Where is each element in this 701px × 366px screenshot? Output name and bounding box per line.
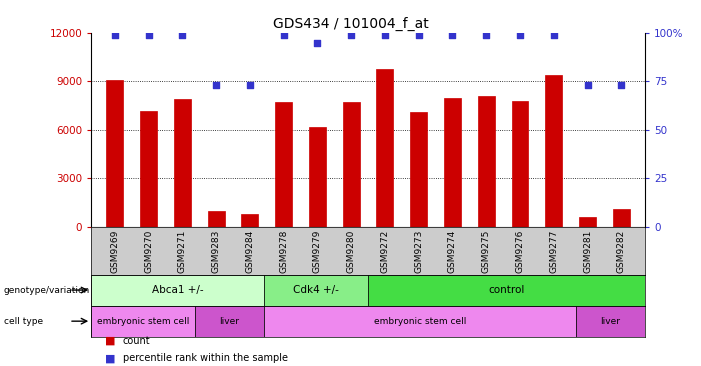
Point — [548, 32, 559, 38]
Point — [615, 82, 627, 88]
Text: GSM9282: GSM9282 — [617, 229, 626, 273]
Text: GSM9275: GSM9275 — [482, 229, 491, 273]
Text: GSM9284: GSM9284 — [245, 229, 254, 273]
Point — [278, 32, 290, 38]
Text: GSM9272: GSM9272 — [381, 229, 390, 273]
Bar — [368, 274, 645, 306]
Point — [244, 82, 255, 88]
Text: GSM9279: GSM9279 — [313, 229, 322, 273]
Point — [413, 32, 424, 38]
Text: GSM9283: GSM9283 — [212, 229, 221, 273]
Text: count: count — [123, 336, 150, 346]
Text: GSM9281: GSM9281 — [583, 229, 592, 273]
Text: liver: liver — [600, 317, 620, 326]
Bar — [309, 127, 326, 227]
Text: liver: liver — [219, 317, 240, 326]
Bar — [140, 111, 157, 227]
Point — [447, 32, 458, 38]
Text: genotype/variation: genotype/variation — [4, 285, 90, 295]
Bar — [241, 214, 258, 227]
Text: embryonic stem cell: embryonic stem cell — [97, 317, 189, 326]
Text: GDS434 / 101004_f_at: GDS434 / 101004_f_at — [273, 16, 428, 31]
Point — [515, 32, 526, 38]
Text: GSM9271: GSM9271 — [178, 229, 186, 273]
Text: Cdk4 +/-: Cdk4 +/- — [293, 285, 339, 295]
Text: GSM9269: GSM9269 — [110, 229, 119, 273]
Bar — [512, 101, 529, 227]
Bar — [343, 102, 360, 227]
Point — [109, 32, 121, 38]
Text: GSM9270: GSM9270 — [144, 229, 153, 273]
Bar — [264, 306, 576, 337]
Bar — [410, 112, 427, 227]
Text: GSM9277: GSM9277 — [550, 229, 558, 273]
Bar — [579, 217, 596, 227]
Bar — [264, 274, 368, 306]
Bar — [174, 99, 191, 227]
Bar — [478, 96, 495, 227]
Bar — [91, 306, 195, 337]
Point — [210, 82, 222, 88]
Text: GSM9278: GSM9278 — [279, 229, 288, 273]
Bar — [195, 306, 264, 337]
Point — [346, 32, 357, 38]
Point — [312, 40, 323, 45]
Point — [582, 82, 593, 88]
Text: Abca1 +/-: Abca1 +/- — [152, 285, 203, 295]
Text: percentile rank within the sample: percentile rank within the sample — [123, 354, 287, 363]
Bar — [376, 68, 393, 227]
Bar — [275, 102, 292, 227]
Text: GSM9280: GSM9280 — [346, 229, 355, 273]
Point — [143, 32, 154, 38]
Bar — [91, 274, 264, 306]
Bar — [613, 209, 629, 227]
Text: ■: ■ — [105, 354, 116, 363]
Point — [481, 32, 492, 38]
Bar — [107, 80, 123, 227]
Text: ■: ■ — [105, 336, 116, 346]
Text: cell type: cell type — [4, 317, 43, 326]
Bar — [444, 98, 461, 227]
Point — [379, 32, 390, 38]
Text: GSM9274: GSM9274 — [448, 229, 457, 273]
Text: GSM9273: GSM9273 — [414, 229, 423, 273]
Text: GSM9276: GSM9276 — [515, 229, 524, 273]
Text: control: control — [489, 285, 524, 295]
Bar — [576, 306, 645, 337]
Bar — [545, 75, 562, 227]
Point — [177, 32, 188, 38]
Bar — [207, 211, 224, 227]
Text: embryonic stem cell: embryonic stem cell — [374, 317, 466, 326]
